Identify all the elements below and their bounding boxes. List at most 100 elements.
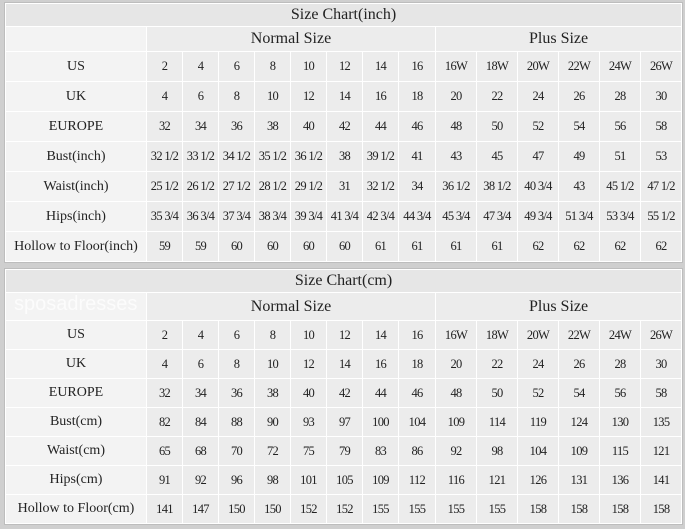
- size-cell: 79: [326, 436, 363, 466]
- size-cell: 155: [476, 494, 518, 524]
- size-cell: 104: [517, 436, 559, 466]
- size-cell: 6: [182, 81, 219, 112]
- size-cell: 61: [398, 231, 436, 262]
- row-label: Bust(inch): [5, 141, 147, 172]
- size-cell: 60: [218, 231, 255, 262]
- size-cell: 58: [639, 111, 683, 142]
- size-cell: 61: [362, 231, 399, 262]
- row-label: Hollow to Floor(cm): [5, 494, 147, 524]
- size-cell: 124: [558, 407, 600, 437]
- table-row: US 2 4 6 8 10 12 14 16 16W 18W 20W 22W 24W 26W: [5, 320, 683, 350]
- size-cell: 36 3/4: [182, 201, 219, 232]
- size-cell: 114: [476, 407, 518, 437]
- size-cell: 53 3/4: [599, 201, 641, 232]
- size-cell: 91: [146, 465, 183, 495]
- size-cell: 45: [476, 141, 518, 172]
- size-cell: 150: [254, 494, 291, 524]
- size-cell: 51 3/4: [558, 201, 600, 232]
- size-cell: 16: [398, 51, 436, 82]
- size-cell: 126: [517, 465, 559, 495]
- size-cell: 8: [254, 320, 291, 350]
- size-cell: 10: [290, 51, 327, 82]
- size-cell: 86: [398, 436, 436, 466]
- normal-size-header: Normal Size: [146, 292, 436, 321]
- size-cell: 109: [558, 436, 600, 466]
- size-cell: 2: [146, 51, 183, 82]
- size-cell: 121: [476, 465, 518, 495]
- size-cell: 38 1/2: [476, 171, 518, 202]
- size-cell: 39 3/4: [290, 201, 327, 232]
- row-label: UK: [5, 81, 147, 112]
- size-cell: 8: [218, 349, 255, 379]
- size-cell: 60: [254, 231, 291, 262]
- size-cell: 24: [517, 81, 559, 112]
- size-cell: 54: [558, 378, 600, 408]
- size-cell: 50: [476, 111, 518, 142]
- size-cell: 42 3/4: [362, 201, 399, 232]
- row-label: Hollow to Floor(inch): [5, 231, 147, 262]
- chart-title: Size Chart(cm): [4, 269, 683, 293]
- corner-cell: [5, 26, 147, 52]
- size-cell: 155: [398, 494, 436, 524]
- size-cell: 25 1/2: [146, 171, 183, 202]
- size-cell: 65: [146, 436, 183, 466]
- size-cell: 34 1/2: [218, 141, 255, 172]
- size-cell: 27 1/2: [218, 171, 255, 202]
- size-cell: 12: [326, 51, 363, 82]
- size-cell: 38: [254, 378, 291, 408]
- size-cell: 45 3/4: [435, 201, 477, 232]
- size-cell: 41 3/4: [326, 201, 363, 232]
- size-cell: 35 3/4: [146, 201, 183, 232]
- row-label: Bust(cm): [5, 407, 147, 437]
- size-cell: 44: [362, 378, 399, 408]
- size-cell: 147: [182, 494, 219, 524]
- size-cell: 119: [517, 407, 559, 437]
- size-cell: 46: [398, 111, 436, 142]
- size-cell: 18W: [476, 320, 518, 350]
- size-cell: 60: [290, 231, 327, 262]
- size-cell: 34: [182, 378, 219, 408]
- size-cell: 56: [599, 378, 641, 408]
- size-cell: 131: [558, 465, 600, 495]
- size-cell: 100: [362, 407, 399, 437]
- size-cell: 50: [476, 378, 518, 408]
- row-label: Waist(inch): [5, 171, 147, 202]
- size-cell: 61: [476, 231, 518, 262]
- size-cell: 98: [476, 436, 518, 466]
- size-cell: 59: [182, 231, 219, 262]
- size-cell: 92: [435, 436, 477, 466]
- table-row: Bust(inch) 32 1/2 33 1/2 34 1/2 35 1/2 36 1/2…: [5, 141, 683, 172]
- size-cell: 158: [558, 494, 600, 524]
- table-row: Hips(inch) 35 3/4 36 3/4 37 3/4 38 3/4 39 3/4…: [5, 201, 683, 232]
- size-cell: 26 1/2: [182, 171, 219, 202]
- size-cell: 10: [290, 320, 327, 350]
- table-row: Hollow to Floor(inch) 59 59 60 60 60 60 61 61 61 6…: [5, 231, 683, 262]
- size-cell: 22: [476, 349, 518, 379]
- size-cell: 59: [146, 231, 183, 262]
- size-cell: 84: [182, 407, 219, 437]
- size-cell: 4: [182, 51, 219, 82]
- size-cell: 56: [599, 111, 641, 142]
- size-cell: 29 1/2: [290, 171, 327, 202]
- size-cell: 8: [218, 81, 255, 112]
- row-label: UK: [5, 349, 147, 379]
- size-cell: 36: [218, 111, 255, 142]
- size-cell: 115: [599, 436, 641, 466]
- table-row: UK 4 6 8 10 12 14 16 18 20 22 24 26 28 30: [5, 81, 683, 112]
- size-cell: 45 1/2: [599, 171, 641, 202]
- size-cell: 75: [290, 436, 327, 466]
- size-cell: 42: [326, 378, 363, 408]
- size-cell: 30: [639, 349, 683, 379]
- size-cell: 4: [182, 320, 219, 350]
- size-cell: 20: [435, 349, 477, 379]
- size-cell: 136: [599, 465, 641, 495]
- size-cell: 18W: [476, 51, 518, 82]
- size-cell: 38: [254, 111, 291, 142]
- size-cell: 116: [435, 465, 477, 495]
- watermark: sposadresses: [14, 293, 138, 315]
- size-cell: 32: [146, 378, 183, 408]
- size-cell: 141: [639, 465, 683, 495]
- size-cell: 70: [218, 436, 255, 466]
- size-cell: 6: [182, 349, 219, 379]
- size-cell: 83: [362, 436, 399, 466]
